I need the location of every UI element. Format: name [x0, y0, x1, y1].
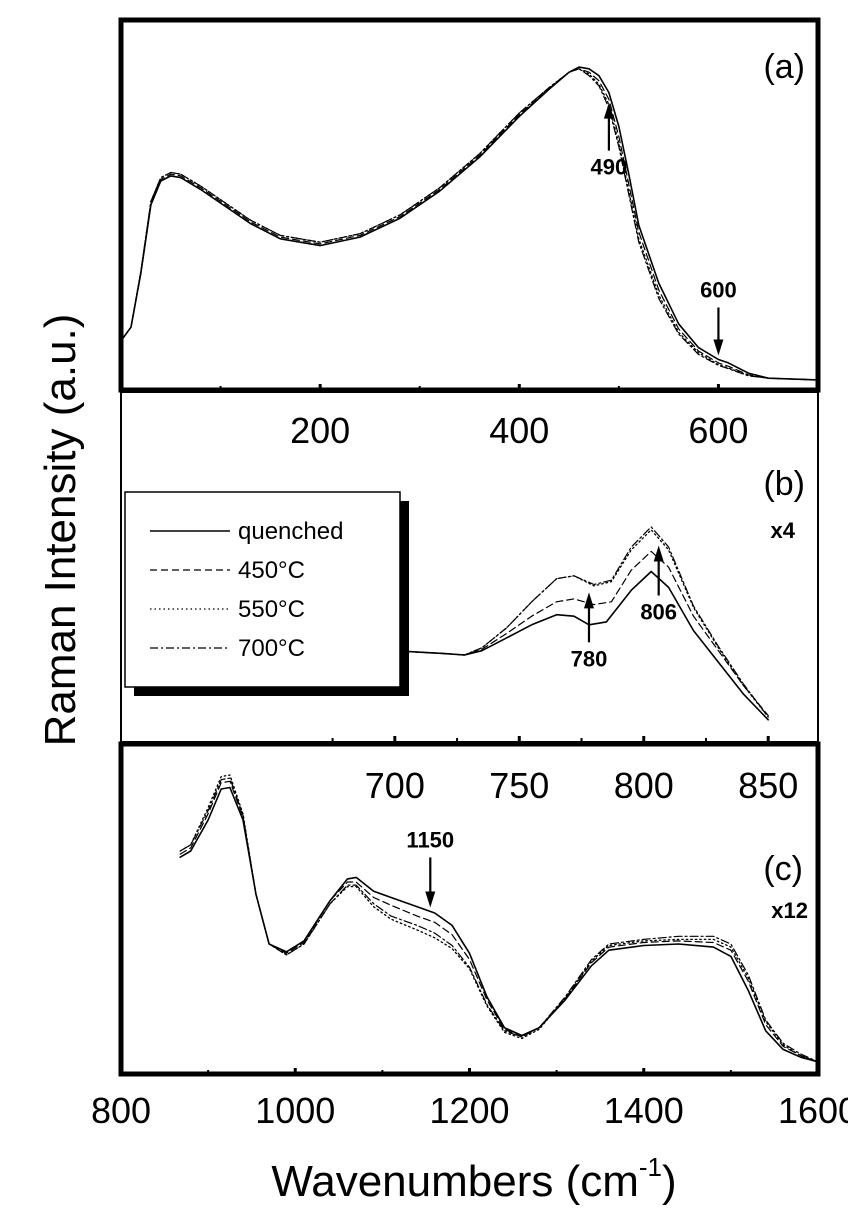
series-b-dotted [394, 529, 769, 718]
tick-label-c-800: 800 [91, 1090, 151, 1131]
legend-box [124, 491, 401, 688]
series-c-dotted [179, 774, 819, 1063]
panel-a-ticks: 200 400 600 [219, 384, 819, 451]
tick-label-b-800: 800 [614, 765, 674, 806]
panel-c-multiplier: x12 [771, 898, 808, 923]
panel-b-label: (b) [763, 465, 805, 503]
series-b-dashdot [394, 526, 769, 718]
panel-a-label: (a) [763, 48, 805, 86]
tick-label-b-750: 750 [489, 765, 549, 806]
panel-c-frame [118, 741, 821, 1077]
annotation-780: 780 [571, 592, 608, 671]
legend-entries: quenched 450°C 550°C 700°C [150, 518, 343, 662]
annotation-490: 490 [591, 102, 628, 180]
legend-entry-dotted: 550°C [150, 596, 305, 623]
legend: quenched 450°C 550°C 700°C [124, 491, 409, 696]
annotation-806: 806 [640, 545, 677, 625]
legend-entry-dashed: 450°C [150, 557, 305, 584]
legend-entry-solid: quenched [150, 518, 343, 545]
tick-label-c-1600: 1600 [778, 1090, 848, 1131]
annotation-label-600: 600 [700, 278, 737, 303]
legend-label-dotted: 550°C [238, 596, 305, 623]
legend-label-dashdot: 700°C [238, 635, 305, 662]
annotation-600: 600 [700, 278, 737, 356]
panel-b-ticks: 700 750 800 850 [331, 736, 798, 806]
annotation-label-1150: 1150 [406, 827, 454, 852]
x-axis-label: Wavenumbers (cm-1) [271, 1152, 676, 1206]
panel-a-frame [118, 17, 821, 393]
y-axis-label: Raman Intensity (a.u.) [36, 314, 85, 747]
tick-label-c-1000: 1000 [255, 1090, 335, 1131]
series-a-dotted [120, 68, 819, 381]
series-a-dashed [120, 68, 819, 381]
x-axis-label-close: ) [662, 1157, 677, 1206]
series-c-dashed [179, 780, 819, 1063]
series-a-solid [120, 66, 819, 381]
tick-label-a-200: 200 [290, 410, 350, 451]
tick-label-b-850: 850 [738, 765, 798, 806]
legend-label-solid: quenched [238, 518, 343, 545]
tick-label-a-400: 400 [489, 410, 549, 451]
series-b-dashed [394, 550, 769, 717]
annotation-label-780: 780 [571, 646, 608, 671]
panel-b: (b) x4 700 750 800 850 780 806 [120, 391, 819, 806]
annotation-label-806: 806 [640, 600, 677, 625]
panel-c-series [179, 774, 819, 1063]
panel-a-annotations: 490 600 [591, 102, 737, 356]
annotation-label-490: 490 [591, 155, 628, 180]
panel-b-multiplier: x4 [771, 518, 796, 543]
panel-c-annotations: 1150 [406, 827, 454, 908]
tick-label-c-1200: 1200 [429, 1090, 509, 1131]
series-c-dashdot [179, 777, 819, 1063]
tick-label-a-600: 600 [688, 410, 748, 451]
tick-label-c-1400: 1400 [604, 1090, 684, 1131]
series-a-dashdot [120, 68, 819, 381]
panel-b-series [394, 526, 769, 721]
panel-c-ticks: 800 1000 1200 1400 1600 [91, 1068, 848, 1131]
panel-a: (a) 200 400 600 490 600 [118, 17, 821, 451]
annotation-1150: 1150 [406, 827, 454, 908]
legend-label-dashed: 450°C [238, 557, 305, 584]
x-axis-label-sup: -1 [639, 1152, 662, 1182]
panel-c: (c) x12 800 1000 1200 1400 1600 1150 [91, 741, 848, 1131]
x-axis-label-main: Wavenumbers (cm [271, 1157, 639, 1206]
tick-label-b-700: 700 [365, 765, 425, 806]
panel-c-label: (c) [763, 850, 803, 888]
legend-entry-dashdot: 700°C [150, 635, 305, 662]
panel-a-series [120, 66, 819, 381]
panel-b-annotations: 780 806 [571, 545, 677, 671]
